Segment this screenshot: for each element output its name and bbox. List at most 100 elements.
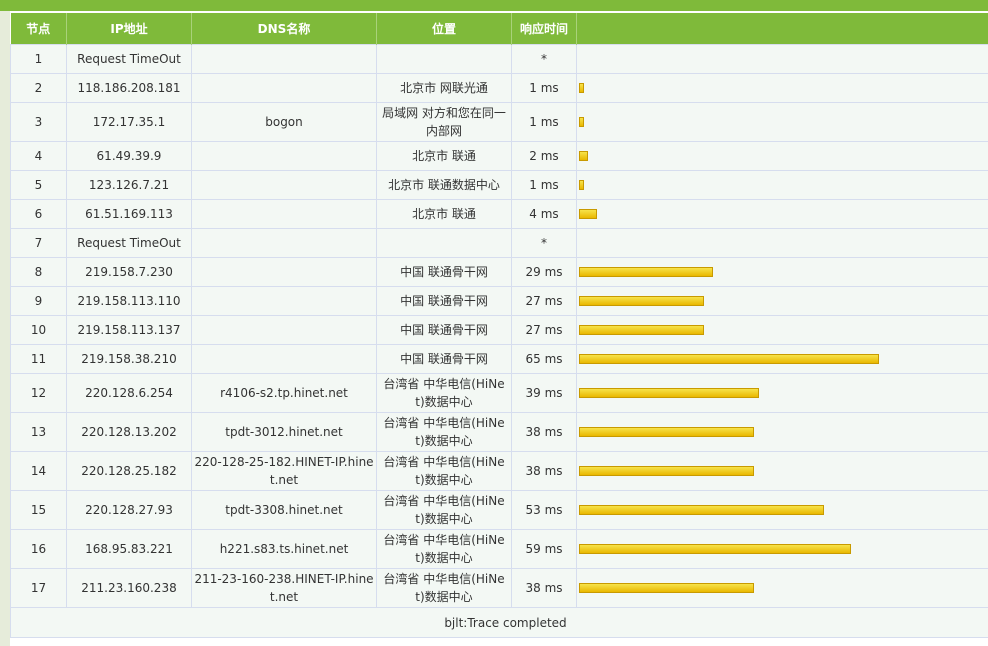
location-cell: 台湾省 中华电信(HiNet)数据中心 [376,568,512,608]
location-cell: 局域网 对方和您在同一内部网 [376,102,512,142]
dns-cell [191,73,377,103]
dns-cell: bogon [191,102,377,142]
response-time-cell: 1 ms [511,73,577,103]
response-bar-cell [576,373,988,413]
hop-cell: 4 [10,141,67,171]
dns-cell: tpdt-3308.hinet.net [191,490,377,530]
col-header-bar [576,13,988,45]
dns-cell: 220-128-25-182.HINET-IP.hinet.net [191,451,377,491]
dns-cell [191,44,377,74]
ip-cell: 220.128.25.182 [66,451,192,491]
response-time-cell: * [511,228,577,258]
response-bar-cell [576,102,988,142]
table-row: 13 220.128.13.202 tpdt-3012.hinet.net 台湾省 中… [10,412,988,452]
response-time-cell: 1 ms [511,102,577,142]
hop-cell: 12 [10,373,67,413]
hop-cell: 14 [10,451,67,491]
dns-cell [191,141,377,171]
response-bar-cell [576,257,988,287]
table-row: 2 118.186.208.181 北京市 网联光通 1 ms [10,73,988,103]
location-cell: 台湾省 中华电信(HiNet)数据中心 [376,451,512,491]
location-cell: 台湾省 中华电信(HiNet)数据中心 [376,412,512,452]
dns-cell [191,344,377,374]
table-row: 4 61.49.39.9 北京市 联通 2 ms [10,141,988,171]
response-time-cell: 53 ms [511,490,577,530]
response-time-cell: 27 ms [511,315,577,345]
table-row: 9 219.158.113.110 中国 联通骨干网 27 ms [10,286,988,316]
response-time-bar [579,354,879,364]
hop-cell: 16 [10,529,67,569]
table-row: 15 220.128.27.93 tpdt-3308.hinet.net 台湾省 中华… [10,490,988,530]
hop-cell: 5 [10,170,67,200]
col-header-ip: IP地址 [66,13,192,45]
ip-cell: 123.126.7.21 [66,170,192,200]
ip-cell: 172.17.35.1 [66,102,192,142]
table-row: 5 123.126.7.21 北京市 联通数据中心 1 ms [10,170,988,200]
table-row: 10 219.158.113.137 中国 联通骨干网 27 ms [10,315,988,345]
location-cell: 北京市 联通 [376,141,512,171]
response-time-cell: 4 ms [511,199,577,229]
table-header-row: 节点 IP地址 DNS名称 位置 响应时间 [10,13,988,45]
response-time-bar [579,427,754,437]
location-cell: 台湾省 中华电信(HiNet)数据中心 [376,529,512,569]
response-time-bar [579,180,584,190]
hop-cell: 1 [10,44,67,74]
location-cell: 北京市 网联光通 [376,73,512,103]
response-time-bar [579,583,754,593]
dns-cell [191,286,377,316]
dns-cell: 211-23-160-238.HINET-IP.hinet.net [191,568,377,608]
dns-cell [191,257,377,287]
hop-cell: 2 [10,73,67,103]
response-time-bar [579,209,597,219]
location-cell: 台湾省 中华电信(HiNet)数据中心 [376,373,512,413]
response-time-bar [579,83,584,93]
response-bar-cell [576,568,988,608]
col-header-dns: DNS名称 [191,13,377,45]
dns-cell [191,228,377,258]
hop-cell: 8 [10,257,67,287]
table-row: 11 219.158.38.210 中国 联通骨干网 65 ms [10,344,988,374]
col-header-response-time: 响应时间 [511,13,577,45]
ip-cell: 211.23.160.238 [66,568,192,608]
location-cell: 北京市 联通数据中心 [376,170,512,200]
ip-cell: 168.95.83.221 [66,529,192,569]
ip-cell: 219.158.7.230 [66,257,192,287]
table-row: 8 219.158.7.230 中国 联通骨干网 29 ms [10,257,988,287]
response-time-bar [579,296,704,306]
table-row: 7 Request TimeOut * [10,228,988,258]
dns-cell: tpdt-3012.hinet.net [191,412,377,452]
col-header-hop: 节点 [10,13,67,45]
location-cell [376,228,512,258]
response-time-bar [579,388,759,398]
response-bar-cell [576,170,988,200]
dns-cell [191,199,377,229]
hop-cell: 10 [10,315,67,345]
response-time-cell: 2 ms [511,141,577,171]
trace-status-text: bjlt:Trace completed [10,607,988,638]
location-cell: 台湾省 中华电信(HiNet)数据中心 [376,490,512,530]
response-time-cell: 38 ms [511,412,577,452]
response-time-cell: 65 ms [511,344,577,374]
response-time-bar [579,544,851,554]
ip-cell: 220.128.6.254 [66,373,192,413]
response-bar-cell [576,73,988,103]
response-bar-cell [576,44,988,74]
ip-cell: 220.128.27.93 [66,490,192,530]
ip-cell: 118.186.208.181 [66,73,192,103]
location-cell: 中国 联通骨干网 [376,315,512,345]
location-cell [376,44,512,74]
table-row: 14 220.128.25.182 220-128-25-182.HINET-IP.… [10,451,988,491]
response-time-cell: 59 ms [511,529,577,569]
hop-cell: 13 [10,412,67,452]
ip-cell: 219.158.38.210 [66,344,192,374]
traceroute-table: 节点 IP地址 DNS名称 位置 响应时间 1 Request TimeOut * 2… [10,13,988,638]
response-time-cell: 1 ms [511,170,577,200]
ip-cell: 61.51.169.113 [66,199,192,229]
table-row: 12 220.128.6.254 r4106-s2.tp.hinet.net 台湾省 … [10,373,988,413]
location-cell: 中国 联通骨干网 [376,286,512,316]
dns-cell: r4106-s2.tp.hinet.net [191,373,377,413]
hop-cell: 17 [10,568,67,608]
hop-cell: 7 [10,228,67,258]
dns-cell [191,170,377,200]
response-time-cell: 27 ms [511,286,577,316]
